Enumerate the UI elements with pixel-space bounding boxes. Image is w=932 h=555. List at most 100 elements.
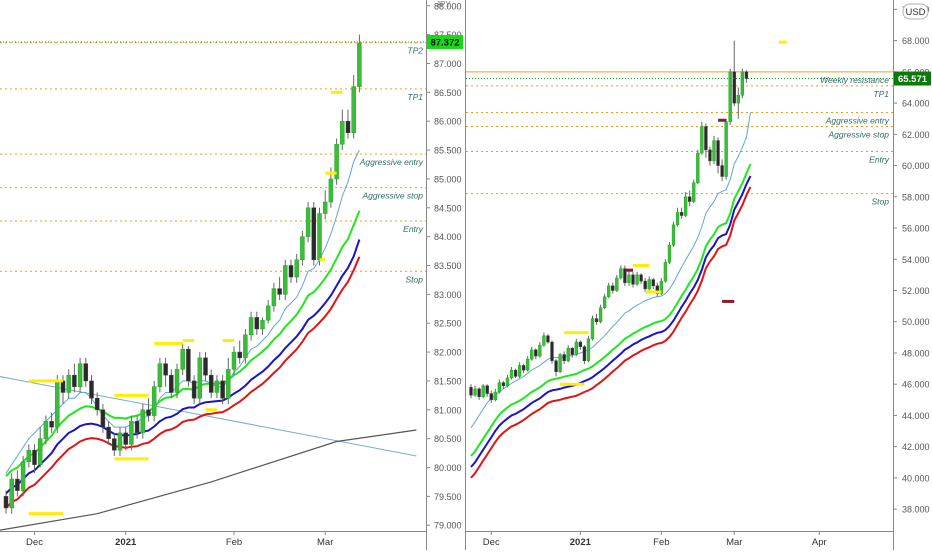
candle-body <box>345 120 351 133</box>
candle-body <box>667 244 672 263</box>
candle-body <box>100 409 106 428</box>
candle-body <box>679 212 684 216</box>
green-moving-average-line <box>5 210 361 477</box>
y-tick-label: 86.000 <box>434 117 462 127</box>
candle-body <box>117 432 123 451</box>
y-tick-label: 60.000 <box>902 161 930 171</box>
candle-body <box>180 348 185 370</box>
y-tick-label: 42.000 <box>902 442 930 452</box>
y-tick-label: 84.000 <box>434 232 462 242</box>
candle-body <box>106 426 111 439</box>
red-moving-average-line <box>5 256 361 509</box>
candle-body <box>639 274 643 282</box>
level-label: TP1 <box>407 92 423 102</box>
candle-body <box>72 374 77 387</box>
trendline <box>0 376 417 457</box>
candle-body <box>277 288 282 295</box>
y-tick-label: 54.000 <box>902 255 930 265</box>
candle-body <box>611 285 615 291</box>
candle-body <box>265 305 271 321</box>
candle-body <box>643 280 647 290</box>
candle-body <box>66 374 71 393</box>
level-label: TP1 <box>873 89 889 99</box>
currency-button[interactable]: USD <box>902 3 929 20</box>
candle-body <box>226 369 231 399</box>
y-tick-label: 82.000 <box>434 348 462 358</box>
candle-body <box>43 421 49 439</box>
candle-body <box>659 280 664 294</box>
candle-body <box>623 268 627 283</box>
right-chart-pane: 38.000 40.000 42.000 44.000 46.000 48.000 50.0… <box>466 5 931 548</box>
candle-body <box>134 421 140 434</box>
level-label: TP2 <box>407 46 423 56</box>
last-price-label: 87.372 <box>430 38 459 49</box>
candle-body <box>683 196 688 216</box>
candle-body <box>15 478 20 491</box>
candle-body <box>700 126 704 154</box>
candle-body <box>696 152 700 183</box>
candle-body <box>732 71 736 104</box>
x-tick-label: Apr <box>812 537 827 548</box>
green-moving-average-line <box>470 163 752 457</box>
candle-body <box>55 380 60 428</box>
candle-body <box>497 382 502 393</box>
candle-body <box>530 349 534 360</box>
candle-body <box>340 120 345 145</box>
y-tick-label: 80.500 <box>434 434 462 444</box>
candle-body <box>663 262 668 282</box>
candle-body <box>469 387 473 396</box>
y-tick-label: 46.000 <box>902 380 930 390</box>
y-tick-label: 83.500 <box>434 261 462 271</box>
x-tick-label: Mar <box>317 537 333 548</box>
plot-area <box>466 40 893 479</box>
level-label: Aggressive stop <box>362 191 424 201</box>
candle-body <box>214 380 220 393</box>
candle-body <box>501 382 506 387</box>
candle-body <box>231 351 237 370</box>
candle-body <box>542 335 546 346</box>
y-tick-label: 87.000 <box>434 59 462 69</box>
blue-moving-average-line <box>470 175 752 468</box>
candle-body <box>505 377 510 387</box>
y-tick-label: 40.000 <box>902 473 930 483</box>
candle-body <box>112 438 117 451</box>
candle-body <box>260 320 265 330</box>
candle-body <box>311 207 317 260</box>
y-tick-label: 79.500 <box>434 492 462 502</box>
candle-body <box>197 357 203 399</box>
candle-body <box>163 363 168 376</box>
y-tick-label: 62.000 <box>902 130 930 140</box>
candle-body <box>186 348 191 382</box>
candle-body <box>191 380 197 399</box>
y-tick-label: 38.000 <box>902 505 930 515</box>
candle-body <box>627 274 631 283</box>
candle-body <box>526 358 530 371</box>
y-tick-label: 86.500 <box>434 88 462 98</box>
level-label: Weekly resistance <box>820 75 889 85</box>
level-label: Aggressive entry <box>359 157 424 167</box>
y-tick-label: 81.500 <box>434 376 462 386</box>
candle-body <box>513 369 518 377</box>
candle-body <box>534 349 538 357</box>
candle-body <box>220 380 225 399</box>
y-tick-label: 84.500 <box>434 203 462 213</box>
candle-body <box>586 338 591 362</box>
light-moving-average-line <box>5 149 360 474</box>
y-tick-label: 85.500 <box>434 146 462 156</box>
candle-body <box>578 341 583 347</box>
candle-body <box>60 380 66 393</box>
candle-body <box>570 348 574 355</box>
candle-body <box>294 259 299 278</box>
candle-body <box>328 178 334 203</box>
blue-moving-average-line <box>5 239 361 495</box>
candle-body <box>357 43 362 87</box>
candle-body <box>631 274 635 285</box>
candle-body <box>481 385 485 397</box>
candle-body <box>94 398 100 411</box>
candle-body <box>248 317 254 336</box>
candle-body <box>20 461 26 491</box>
candle-body <box>473 388 477 396</box>
currency-button-label: USD <box>905 7 925 18</box>
